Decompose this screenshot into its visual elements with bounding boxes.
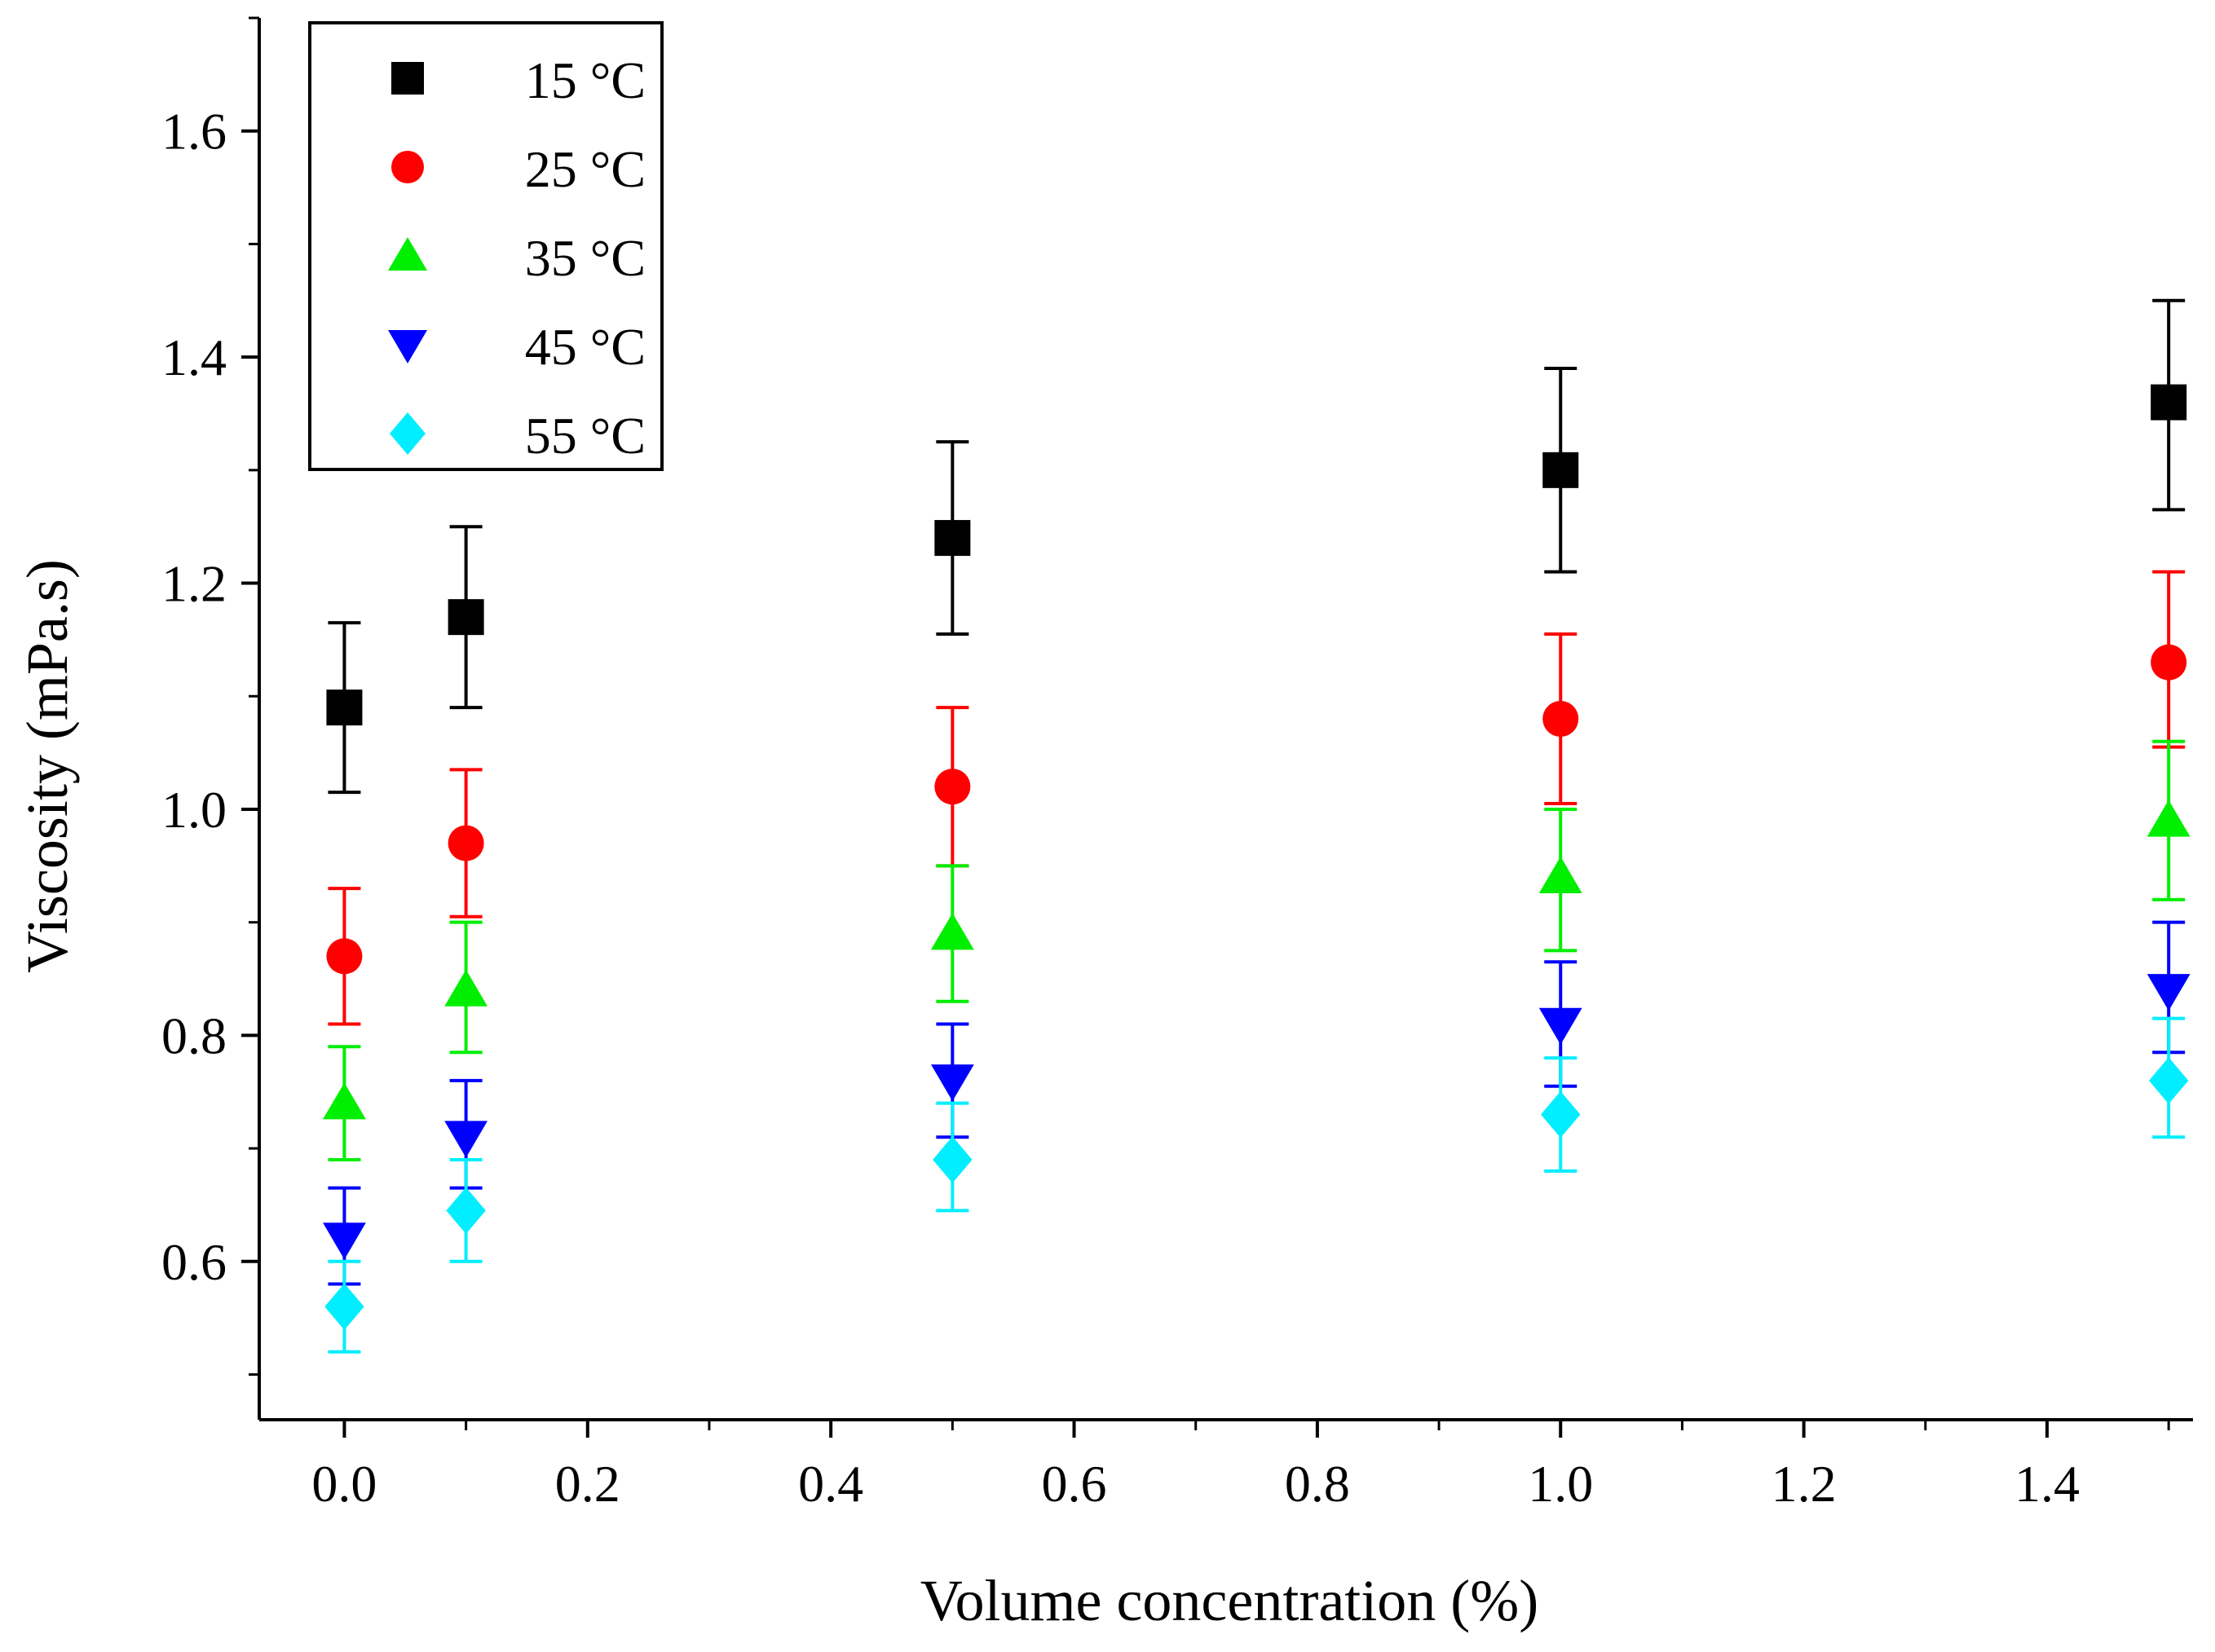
errorbars-layer (328, 298, 2186, 1354)
data-point (448, 825, 484, 861)
data-point (2147, 800, 2191, 837)
data-point (934, 520, 971, 557)
x-tick-label: 1.2 (1772, 1455, 1837, 1513)
data-point (1542, 701, 1579, 737)
legend-symbol (391, 151, 424, 183)
x-tick-label: 1.0 (1528, 1455, 1593, 1513)
data-point (326, 938, 363, 975)
y-tick-label: 0.6 (161, 1233, 227, 1291)
legend-item: 15 °C (391, 51, 646, 109)
y-tick-label: 1.6 (161, 103, 227, 161)
legend-layer: 15 °C 25 °C 35 °C 45 °C 55 °C (308, 21, 664, 471)
data-point (1538, 856, 1582, 893)
data-point (326, 689, 363, 726)
data-point (930, 1064, 974, 1102)
data-point (444, 969, 488, 1007)
legend-item: 25 °C (391, 140, 646, 198)
y-tick-label: 0.8 (161, 1007, 227, 1064)
data-point (448, 599, 484, 636)
x-tick-label: 1.4 (2014, 1455, 2080, 1513)
legend-label: 25 °C (525, 140, 646, 198)
data-point (324, 1283, 364, 1330)
x-tick-label: 0.4 (798, 1455, 863, 1513)
data-point (933, 1136, 973, 1183)
legend-label: 35 °C (525, 229, 646, 287)
legend-item: 55 °C (390, 407, 646, 465)
data-point (2147, 974, 2191, 1011)
y-tick-label: 1.0 (161, 781, 227, 839)
x-axis-title: Volume concentration (%) (920, 1568, 1538, 1633)
axes-layer (258, 18, 2193, 1421)
data-point (323, 1222, 366, 1260)
data-point (1541, 1090, 1581, 1139)
data-point (2151, 644, 2187, 681)
legend-item: 45 °C (388, 318, 646, 376)
data-point (446, 1187, 486, 1234)
y-tick-label: 1.4 (161, 328, 227, 386)
legend-items: 15 °C 25 °C 35 °C 45 °C 55 °C (388, 51, 646, 465)
y-tick-label: 1.2 (161, 555, 227, 613)
legend-symbol (388, 237, 427, 271)
data-point (323, 1082, 366, 1120)
legend-symbol (391, 62, 424, 95)
legend-item: 35 °C (388, 229, 646, 287)
legend-label: 45 °C (525, 318, 646, 376)
ticks-layer: 0.0 0.2 0.4 0.6 0.8 1.0 1.2 1.4 0.6 0.8 1.0 1.2 1.4 1… (161, 16, 2170, 1513)
data-point (444, 1121, 488, 1158)
legend-symbol (388, 330, 427, 363)
x-tick-label: 0.0 (311, 1455, 377, 1513)
data-point (1538, 1007, 1582, 1045)
legend-label: 55 °C (525, 407, 646, 465)
legend-symbol (390, 412, 426, 455)
x-tick-label: 0.8 (1285, 1455, 1350, 1513)
data-point (2148, 1057, 2189, 1104)
data-point (930, 913, 974, 950)
legend-label: 15 °C (525, 51, 646, 109)
points-layer (323, 384, 2191, 1330)
x-tick-label: 0.2 (555, 1455, 620, 1513)
legend-box (308, 21, 664, 471)
y-axis-title: Viscosity (mPa.s) (15, 559, 80, 973)
data-point (934, 769, 971, 805)
data-point (1542, 452, 1579, 488)
data-point (2151, 384, 2187, 421)
x-tick-label: 0.6 (1042, 1455, 1107, 1513)
